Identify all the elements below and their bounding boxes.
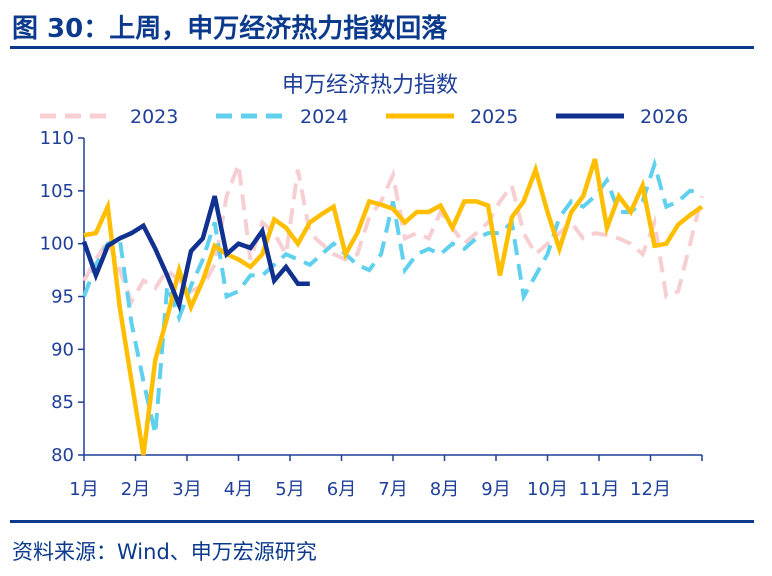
plot-area: 80 85 90 95 100 105 110 1月 2月 3月 4月 5月 6月 7月 8月 9月 10月 11… [40,128,704,500]
legend: 2023 2024 2025 2026 [40,106,688,128]
x-tick-label: 2月 [121,479,150,500]
legend-label-2025: 2025 [470,106,518,128]
y-tick-label: 85 [51,392,74,413]
y-tick-label: 90 [51,339,74,360]
y-tick-label: 100 [40,234,74,255]
y-tick-label: 95 [51,287,74,308]
x-tick-label: 12月 [630,479,671,500]
figure-title: 图 30：上周，申万经济热力指数回落 [12,14,448,44]
legend-label-2024: 2024 [300,106,348,128]
x-tick-label: 10月 [527,479,568,500]
series-line-2026 [81,195,310,313]
source-note: 资料来源：Wind、申万宏源研究 [12,540,317,564]
y-tick-label: 110 [40,128,74,149]
x-tick-label: 4月 [224,479,253,500]
title-rule [10,46,754,49]
legend-label-2023: 2023 [130,106,178,128]
x-tick-label: 5月 [275,479,304,500]
x-tick-label: 6月 [327,479,356,500]
x-tick-label: 7月 [378,479,407,500]
series-line-2023 [82,163,704,307]
x-tick-label: 11月 [579,479,620,500]
series-line-2025 [83,158,704,456]
x-tick-label: 9月 [481,479,510,500]
x-tick-label: 8月 [430,479,459,500]
y-tick-label: 105 [40,181,74,202]
x-tick-label: 1月 [69,479,98,500]
x-tick-label: 3月 [172,479,201,500]
source-rule [10,520,754,523]
chart-title: 申万经济热力指数 [282,73,458,98]
legend-label-2026: 2026 [640,106,688,128]
chart: 申万经济热力指数 2023 2024 2025 2026 80 85 90 95 100 105… [40,73,704,500]
y-tick-label: 80 [51,445,74,466]
